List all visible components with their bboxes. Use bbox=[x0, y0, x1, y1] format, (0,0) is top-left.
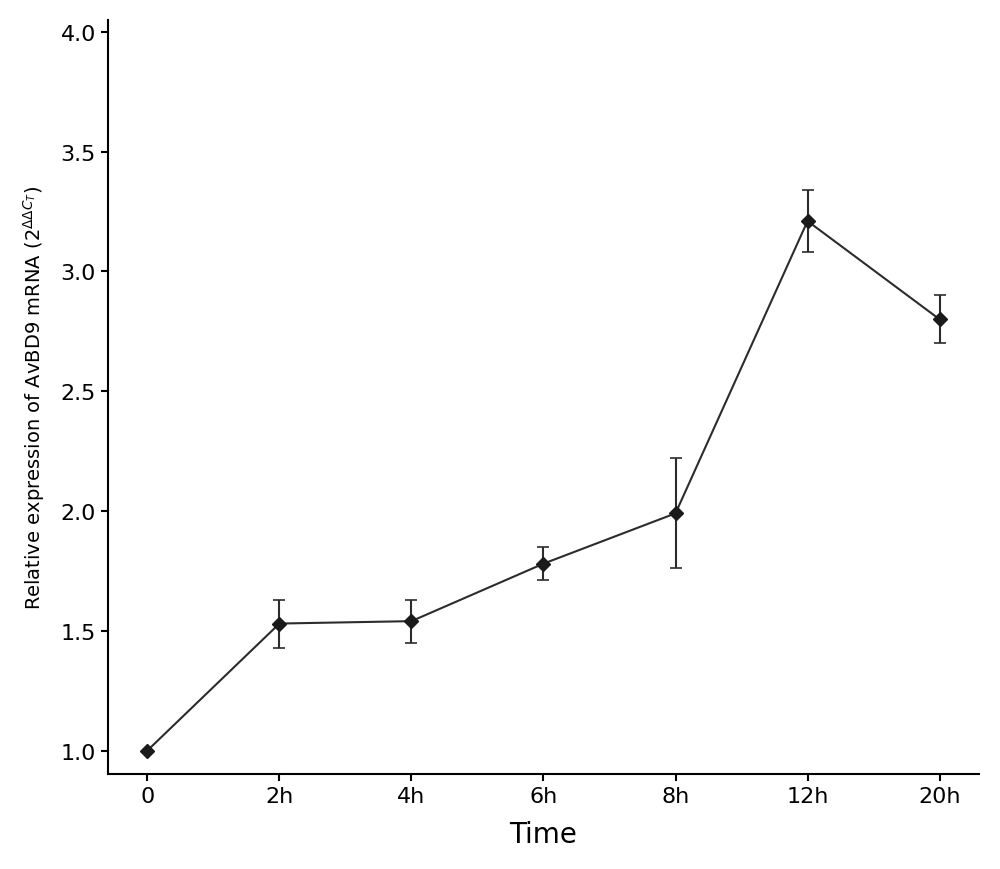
X-axis label: Time: Time bbox=[510, 820, 577, 848]
Y-axis label: Relative expression of AvBD9 mRNA ($2^{\Delta\Delta C_T}$): Relative expression of AvBD9 mRNA ($2^{\… bbox=[21, 186, 47, 610]
